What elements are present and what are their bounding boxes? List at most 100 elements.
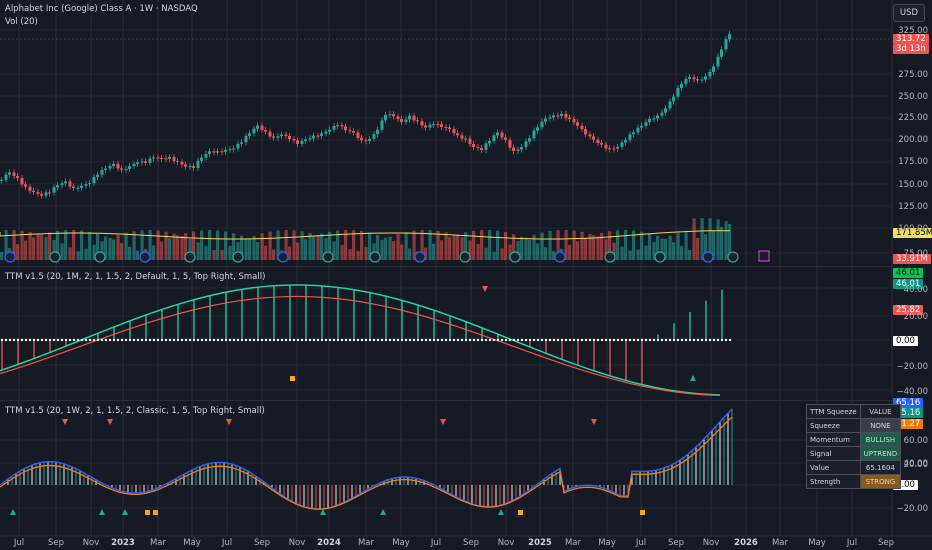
candle (548, 117, 552, 119)
squeeze-dot (348, 338, 352, 342)
volume-bar (592, 235, 596, 260)
squeeze-dot (632, 338, 636, 342)
signal-marker (122, 509, 128, 515)
squeeze-dot (344, 338, 348, 342)
ind2-value-tag: 65.16 (893, 398, 924, 408)
candle (684, 78, 688, 84)
candle (36, 192, 40, 194)
volume-bar (304, 239, 308, 260)
volume-bar (76, 251, 80, 260)
squeeze-dot (680, 338, 684, 342)
volume-bar (128, 246, 132, 260)
time-tick: May (392, 538, 410, 548)
squeeze-dot (724, 338, 728, 342)
candle (56, 185, 59, 188)
squeeze-dot (712, 338, 716, 342)
squeeze-dot (176, 338, 180, 342)
squeeze-dot (24, 338, 28, 342)
squeeze-dot (620, 338, 624, 342)
candle (416, 120, 419, 122)
volume-bar (12, 230, 16, 260)
earnings-marker (184, 251, 196, 263)
pane-separator[interactable] (0, 400, 892, 401)
candle (344, 126, 347, 131)
squeeze-dot (336, 338, 340, 342)
squeeze-dot (416, 338, 420, 342)
volume-bar (176, 235, 180, 260)
volume-bar (104, 236, 108, 260)
volume-bar (648, 233, 652, 260)
candle (172, 156, 176, 161)
candle (532, 130, 536, 139)
candle (224, 149, 227, 152)
candle (316, 135, 320, 137)
candle (436, 124, 440, 126)
squeeze-dot (720, 338, 724, 342)
candle (428, 124, 432, 128)
squeeze-dot (40, 338, 44, 342)
candle (616, 146, 619, 149)
signal-marker (498, 509, 504, 515)
volume-bar (452, 234, 456, 260)
volume-bar (616, 230, 620, 260)
earnings-marker (49, 251, 61, 263)
volume-ma-tag: 171.85M (893, 228, 932, 238)
candle (680, 83, 683, 89)
pane-separator[interactable] (0, 266, 892, 267)
volume-bar (340, 245, 344, 260)
candle (664, 108, 667, 113)
candle (700, 79, 704, 81)
volume-bar (588, 233, 592, 260)
time-tick: 2023 (111, 538, 135, 548)
candle (60, 183, 64, 186)
time-tick: Jul (13, 538, 25, 548)
ind1-value-tag: 46.01 (893, 268, 924, 278)
squeeze-dot (180, 338, 184, 342)
candle (488, 141, 491, 144)
time-tick: May (598, 538, 616, 548)
candle (76, 187, 80, 189)
candle (152, 157, 155, 159)
squeeze-dot (668, 338, 672, 342)
volume-bar (4, 230, 8, 260)
time-tick: Sep (253, 538, 271, 548)
squeeze-dot (544, 338, 548, 342)
candle (244, 135, 248, 143)
volume-bar (88, 231, 92, 260)
squeeze-dot (32, 338, 36, 342)
candle (0, 179, 3, 181)
volume-bar (380, 239, 384, 260)
candle (440, 124, 443, 127)
ttm-val: STRONG (859, 474, 902, 489)
volume-bar (480, 230, 484, 260)
candle (148, 158, 152, 163)
volume-bar (108, 237, 112, 260)
squeeze-dot (684, 338, 688, 342)
momentum-line (0, 408, 733, 510)
volume-bar (468, 240, 472, 260)
volume-bar (124, 232, 128, 260)
candle (280, 134, 283, 137)
candle (476, 147, 480, 149)
squeeze-dot (208, 338, 212, 342)
candle (412, 115, 416, 121)
squeeze-dot (256, 338, 260, 342)
currency-button[interactable]: USD (893, 4, 925, 22)
volume-bar (172, 233, 176, 260)
time-tick: Nov (288, 538, 306, 548)
ttm-key: Squeeze (806, 418, 861, 433)
volume-bar (224, 231, 228, 260)
squeeze-dot (672, 338, 676, 342)
volume-bar (32, 237, 36, 260)
candle (188, 166, 192, 168)
volume-bar (156, 230, 160, 260)
volume-bar (532, 234, 536, 260)
candle (68, 181, 72, 187)
squeeze-dot (548, 338, 552, 342)
candle (352, 130, 355, 133)
ind1-tick: −40.00 (896, 387, 928, 397)
squeeze-dot (700, 338, 704, 342)
candle (560, 113, 563, 117)
squeeze-dot (448, 338, 452, 342)
